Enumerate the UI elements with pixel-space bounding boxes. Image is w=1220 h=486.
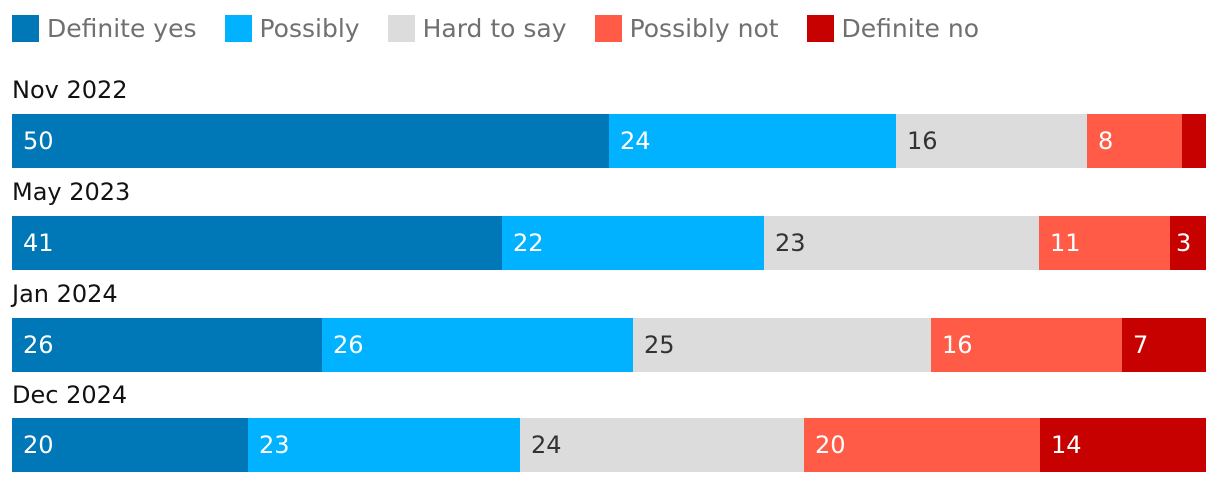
bar-nov-2022-possibly-not: 8 xyxy=(1087,114,1182,168)
data-label: 50 xyxy=(23,127,54,155)
data-label: 22 xyxy=(513,229,544,257)
data-label: 26 xyxy=(333,331,364,359)
bar-may-2023-definite-yes: 41 xyxy=(12,216,502,270)
data-label: 7 xyxy=(1133,331,1149,359)
data-label: 11 xyxy=(1050,229,1081,257)
bar-jan-2024-definite-yes: 26 xyxy=(12,318,322,372)
data-label: 3 xyxy=(1176,229,1192,257)
legend-item-definite-no: Definite no xyxy=(806,13,979,43)
bar-nov-2022-definite-no xyxy=(1182,114,1206,168)
legend-label: Hard to say xyxy=(422,13,567,43)
bar-dec-2024-definite-yes: 20 xyxy=(12,418,248,472)
legend-swatch xyxy=(387,14,415,42)
bar-jan-2024-hard-to-say: 25 xyxy=(633,318,931,372)
bar-jan-2024-possibly: 26 xyxy=(322,318,633,372)
legend-item-definite-yes: Definite yes xyxy=(12,14,197,43)
data-label: 41 xyxy=(23,229,54,257)
bar-jan-2024-definite-no: 7 xyxy=(1122,318,1206,372)
bar-dec-2024-possibly-not: 20 xyxy=(804,418,1040,472)
bar-may-2023-possibly-not: 11 xyxy=(1039,216,1170,270)
bar-nov-2022-hard-to-say: 16 xyxy=(896,114,1087,168)
legend-label: Possibly not xyxy=(629,13,779,43)
row-label-jan-2024: Jan 2024 xyxy=(12,280,118,308)
data-label: 24 xyxy=(620,127,651,155)
chart-legend: Definite yes Possibly Hard to say Possibly … xyxy=(12,11,1007,45)
legend-label: Possibly xyxy=(259,13,360,43)
data-label: 20 xyxy=(23,431,54,459)
bar-may-2023-hard-to-say: 23 xyxy=(764,216,1039,270)
legend-item-possibly-not: Possibly not xyxy=(594,13,779,43)
bar-dec-2024-hard-to-say: 24 xyxy=(520,418,804,472)
bar-may-2023-definite-no: 3 xyxy=(1170,216,1206,270)
data-label: 26 xyxy=(23,331,54,359)
row-label-nov-2022: Nov 2022 xyxy=(12,76,128,104)
legend-swatch xyxy=(594,14,622,42)
bar-dec-2024-possibly: 23 xyxy=(248,418,520,472)
data-label: 16 xyxy=(942,331,973,359)
bar-dec-2024-definite-no: 14 xyxy=(1040,418,1206,472)
bar-nov-2022-possibly: 24 xyxy=(609,114,896,168)
data-label: 25 xyxy=(644,331,675,359)
bar-nov-2022-definite-yes: 50 xyxy=(12,114,609,168)
row-label-dec-2024: Dec 2024 xyxy=(12,381,128,409)
data-label: 20 xyxy=(815,431,846,459)
data-label: 23 xyxy=(259,431,290,459)
data-label: 23 xyxy=(775,229,806,257)
data-label: 14 xyxy=(1051,431,1082,459)
bar-may-2023-possibly: 22 xyxy=(502,216,764,270)
legend-swatch xyxy=(12,14,39,42)
legend-swatch xyxy=(806,14,834,42)
legend-label: Definite no xyxy=(841,13,979,43)
legend-label: Definite yes xyxy=(47,13,197,43)
legend-swatch xyxy=(224,14,252,42)
legend-item-hard-to-say: Hard to say xyxy=(387,13,567,43)
bar-jan-2024-possibly-not: 16 xyxy=(931,318,1122,372)
row-label-may-2023: May 2023 xyxy=(12,178,131,206)
data-label: 8 xyxy=(1098,127,1114,155)
data-label: 24 xyxy=(531,431,562,459)
data-label: 16 xyxy=(907,127,938,155)
legend-item-possibly: Possibly xyxy=(224,13,360,43)
